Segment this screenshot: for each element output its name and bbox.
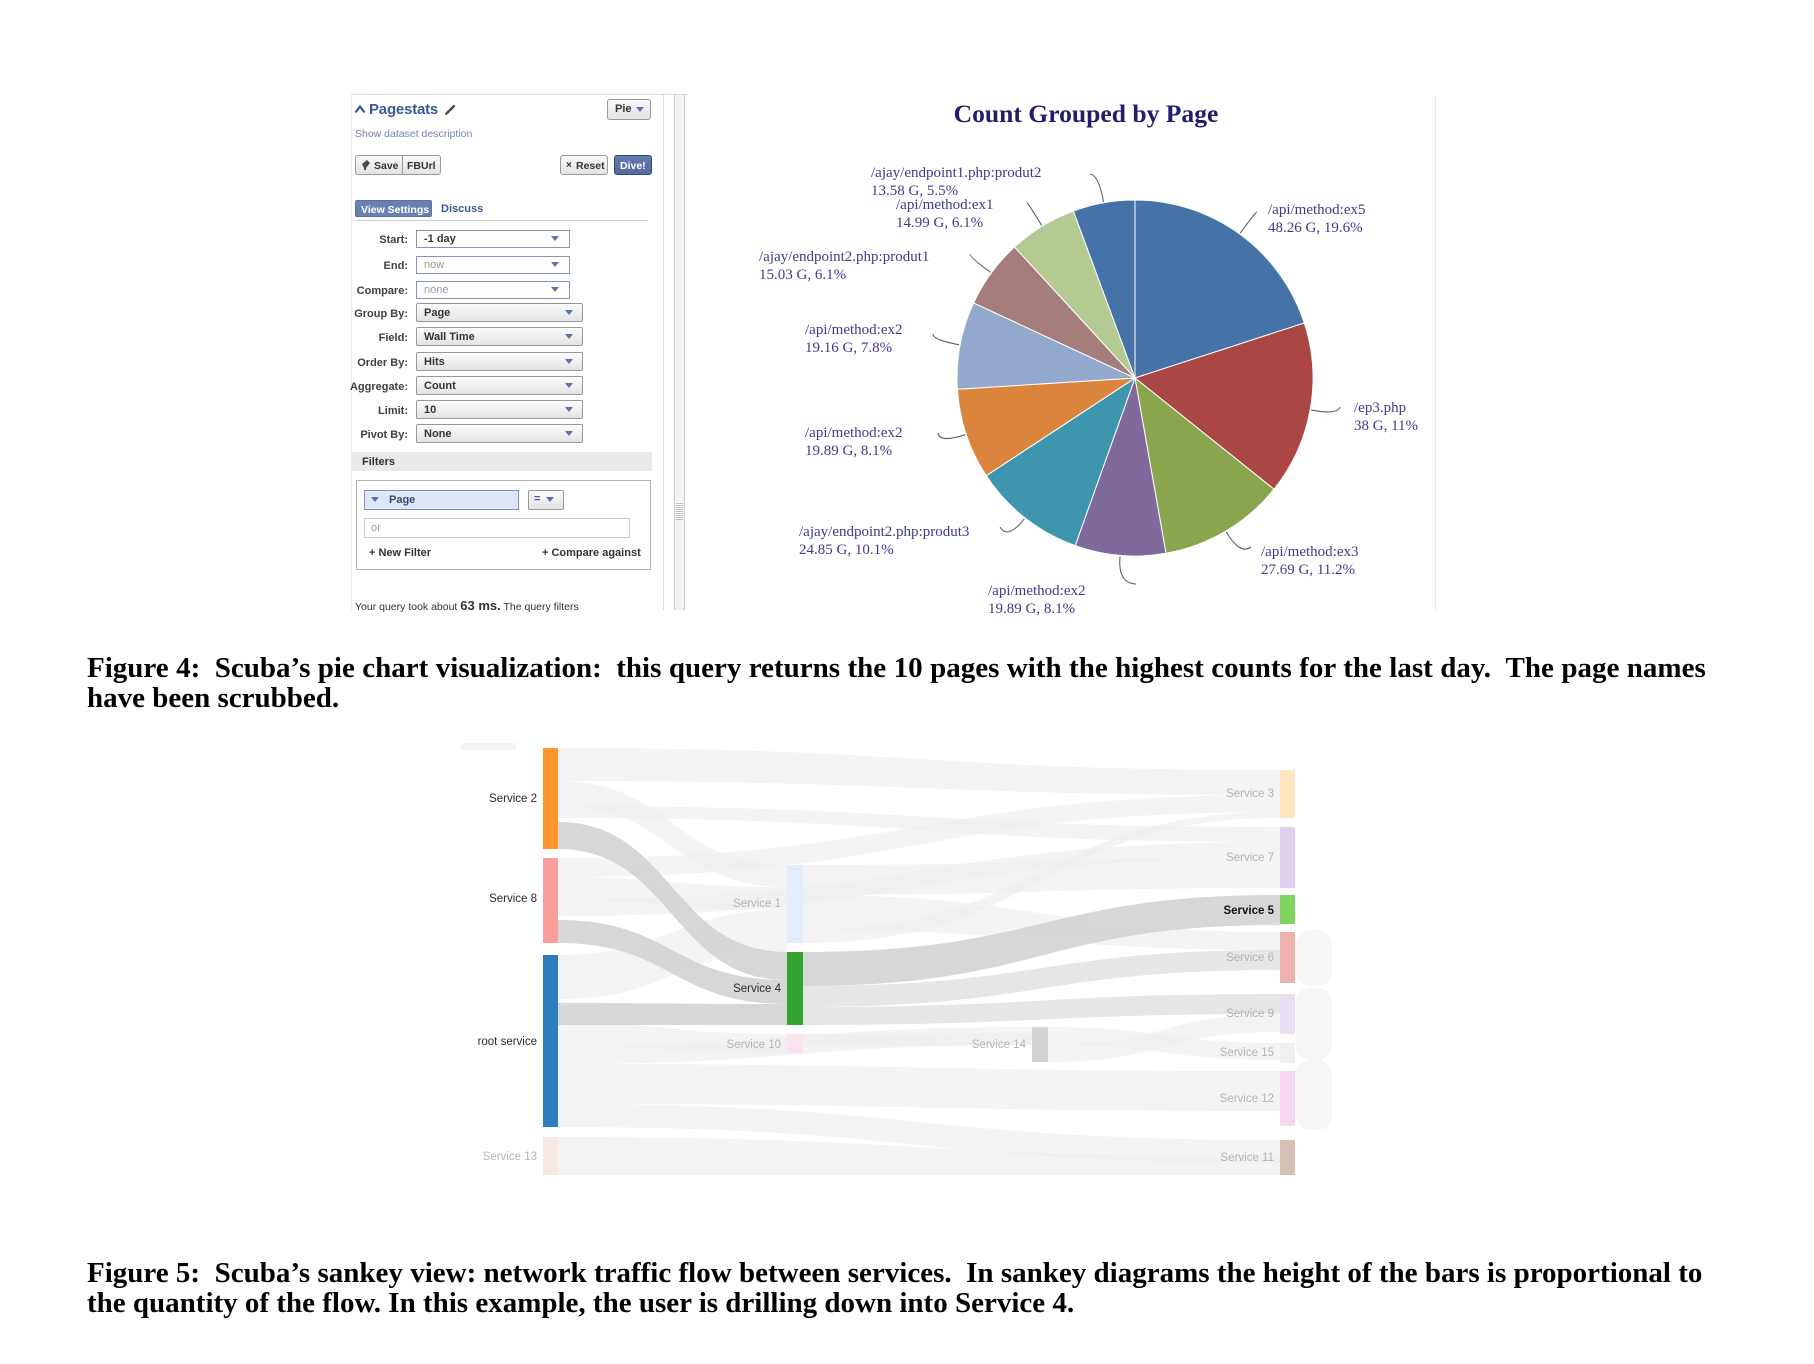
svg-text:Service 11: Service 11 <box>1221 1152 1274 1164</box>
svg-text:Service 4: Service 4 <box>733 983 782 995</box>
svg-text:Service 1: Service 1 <box>733 898 781 910</box>
svg-text:Service 6: Service 6 <box>1226 952 1274 964</box>
svg-text:Service 15: Service 15 <box>1220 1047 1274 1059</box>
svg-text:Service 12: Service 12 <box>1220 1093 1274 1105</box>
svg-text:Service 3: Service 3 <box>1226 788 1274 800</box>
svg-text:root service: root service <box>478 1036 537 1048</box>
svg-text:Service 13: Service 13 <box>483 1151 537 1163</box>
svg-text:Service 9: Service 9 <box>1226 1008 1274 1020</box>
svg-text:Service 7: Service 7 <box>1226 852 1274 864</box>
svg-text:Service 8: Service 8 <box>489 893 537 905</box>
svg-text:Service 2: Service 2 <box>489 793 537 805</box>
svg-text:Service 10: Service 10 <box>727 1039 781 1051</box>
svg-text:Service 14: Service 14 <box>972 1039 1027 1051</box>
svg-text:Service 5: Service 5 <box>1223 905 1274 917</box>
